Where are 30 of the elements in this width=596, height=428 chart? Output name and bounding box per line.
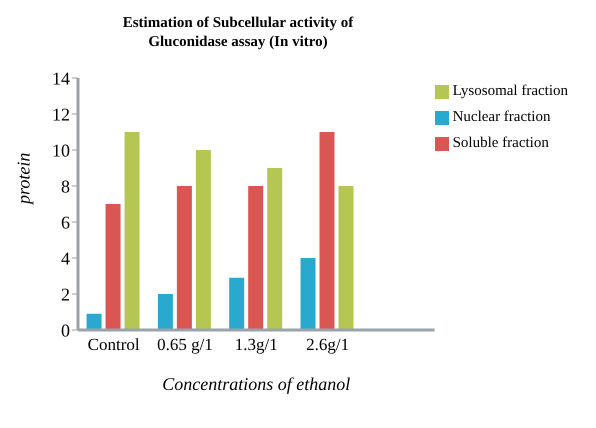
y-tick-label: 8 — [61, 176, 70, 196]
x-axis-title: Concentrations of ethanol — [162, 374, 350, 394]
bar — [229, 278, 244, 330]
bar — [196, 150, 211, 330]
x-tick-label: 1.3g/1 — [234, 335, 278, 354]
chart-title: Estimation of Subcellular activity of Gluconidase assay (In vitro) — [122, 14, 354, 52]
y-tick-label: 12 — [52, 104, 70, 124]
y-tick-label: 10 — [52, 140, 70, 160]
bar — [300, 258, 316, 330]
x-tick-label: Control — [88, 335, 140, 354]
y-axis-title: protein — [13, 152, 34, 206]
bar — [124, 132, 140, 330]
y-tick-label: 0 — [61, 320, 70, 340]
bar — [338, 186, 354, 330]
legend-label: Lysosomal fraction — [452, 83, 568, 99]
bar — [248, 186, 264, 330]
y-tick-label: 6 — [61, 212, 70, 232]
x-tick-label: 0.65 g/1 — [157, 335, 213, 354]
legend-label: Nuclear fraction — [452, 109, 550, 125]
y-tick-label: 4 — [61, 248, 70, 268]
y-tick-label: 2 — [61, 284, 70, 304]
legend-label: Soluble fraction — [452, 135, 549, 151]
y-tick-label: 14 — [52, 68, 70, 88]
bar — [86, 314, 102, 330]
bar — [320, 132, 335, 330]
bar — [267, 168, 282, 330]
bar — [176, 186, 192, 330]
x-tick-label: 2.6g/1 — [306, 335, 350, 354]
bar — [106, 204, 121, 330]
bar — [158, 294, 173, 330]
